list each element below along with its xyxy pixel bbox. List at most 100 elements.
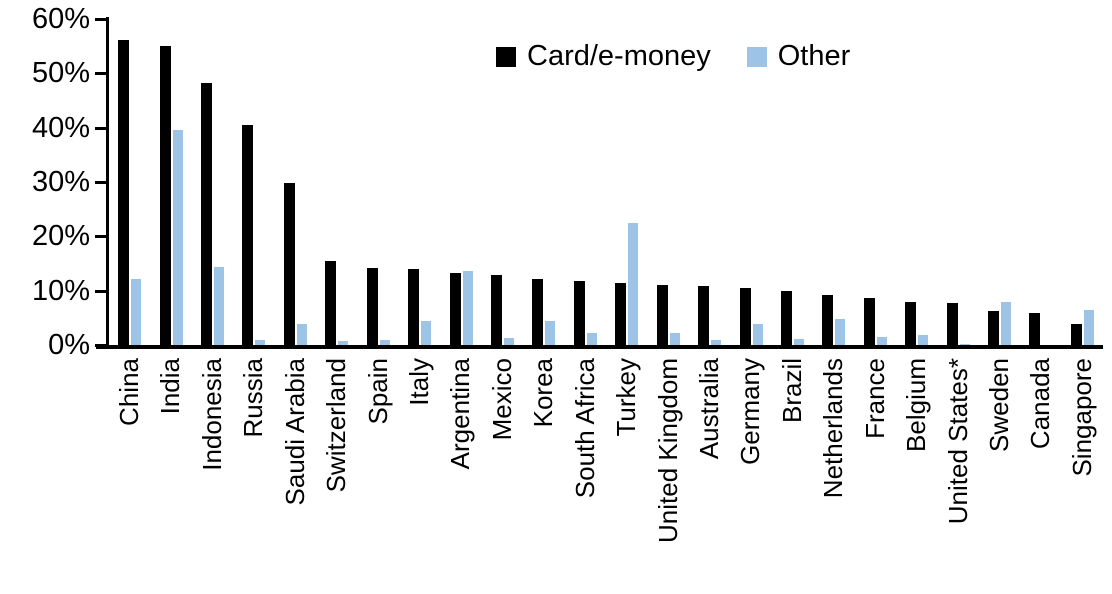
- y-tick-30: [95, 181, 106, 184]
- bar-other-south-africa: [586, 333, 597, 345]
- plot-area: [109, 19, 1103, 345]
- x-label-mexico: Mexico: [486, 358, 517, 441]
- y-tick-60: [95, 18, 106, 21]
- x-label-india: India: [155, 358, 186, 415]
- x-label-sweden: Sweden: [983, 358, 1014, 452]
- bar-group-argentina: [440, 19, 481, 345]
- x-label-slot-italy: Italy: [399, 358, 440, 406]
- bar-group-brazil: [772, 19, 813, 345]
- bar-group-south-africa: [565, 19, 606, 345]
- y-tick-50: [95, 72, 106, 76]
- bar-group-mexico: [482, 19, 523, 345]
- bar-card-e-money-saudi-arabia: [283, 183, 295, 345]
- x-label-slot-netherlands: Netherlands: [813, 358, 854, 498]
- bar-group-australia: [689, 19, 730, 345]
- bar-other-russia: [255, 340, 266, 345]
- x-label-spain: Spain: [362, 358, 393, 425]
- y-tick-40: [95, 126, 106, 130]
- bar-card-e-money-turkey: [615, 283, 627, 345]
- y-tick-10: [95, 289, 106, 293]
- x-label-slot-belgium: Belgium: [896, 358, 937, 452]
- x-label-singapore: Singapore: [1066, 358, 1097, 477]
- bar-card-e-money-south-africa: [573, 281, 585, 345]
- x-label-slot-argentina: Argentina: [440, 358, 481, 469]
- bar-group-switzerland: [316, 19, 357, 345]
- x-label-slot-germany: Germany: [730, 358, 771, 465]
- y-tick-label-40: 40%: [31, 111, 90, 144]
- bar-card-e-money-spain: [366, 268, 378, 345]
- x-label-brazil: Brazil: [776, 358, 807, 424]
- bar-group-germany: [730, 19, 771, 345]
- legend-item-other: Other: [746, 42, 850, 71]
- bar-group-indonesia: [192, 19, 233, 345]
- x-label-slot-indonesia: Indonesia: [192, 358, 233, 471]
- bar-other-brazil: [793, 339, 804, 345]
- bar-card-e-money-france: [863, 298, 875, 345]
- legend-swatch-card-e-money: [496, 46, 516, 67]
- bar-card-e-money-mexico: [491, 275, 502, 345]
- x-label-switzerland: Switzerland: [321, 358, 352, 493]
- x-label-slot-brazil: Brazil: [772, 358, 813, 423]
- x-label-slot-korea: Korea: [523, 358, 564, 427]
- x-label-slot-australia: Australia: [689, 358, 730, 459]
- x-label-france: France: [859, 358, 890, 439]
- bar-card-e-money-brazil: [780, 291, 792, 345]
- bar-other-sweden: [1001, 302, 1012, 345]
- bar-other-turkey: [628, 223, 639, 345]
- bar-group-italy: [399, 19, 440, 345]
- bar-other-korea: [545, 321, 556, 345]
- bar-other-saudi-arabia: [296, 324, 307, 345]
- bar-group-spain: [358, 19, 399, 345]
- bar-other-spain: [379, 340, 390, 345]
- y-tick-20: [95, 235, 106, 239]
- chart-legend: Card/e-money Other: [496, 42, 850, 71]
- bar-group-china: [109, 19, 150, 345]
- x-label-slot-south-africa: South Africa: [565, 358, 606, 498]
- bar-other-germany: [752, 324, 763, 345]
- bar-card-e-money-korea: [532, 279, 544, 345]
- x-label-slot-singapore: Singapore: [1062, 358, 1103, 477]
- bar-card-e-money-russia: [242, 125, 254, 345]
- bar-card-e-money-united-kingdom: [656, 285, 668, 345]
- bar-group-india: [150, 19, 191, 345]
- bar-other-china: [131, 279, 142, 345]
- y-axis-line: [106, 17, 109, 349]
- bar-card-e-money-singapore: [1070, 324, 1082, 345]
- bar-group-saudi-arabia: [275, 19, 316, 345]
- bar-other-singapore: [1083, 310, 1094, 345]
- bar-group-united-kingdom: [647, 19, 688, 345]
- x-label-netherlands: Netherlands: [818, 358, 849, 499]
- x-label-slot-india: India: [150, 358, 191, 414]
- x-label-united-states: United States*: [942, 358, 973, 525]
- bar-card-e-money-germany: [739, 288, 751, 345]
- x-label-italy: Italy: [404, 358, 435, 406]
- x-label-belgium: Belgium: [901, 358, 932, 452]
- x-label-united-kingdom: United Kingdom: [652, 358, 683, 543]
- bar-card-e-money-sweden: [988, 311, 1000, 345]
- bar-card-e-money-switzerland: [325, 261, 337, 345]
- legend-label-card-e-money: Card/e-money: [527, 40, 711, 72]
- y-tick-label-20: 20%: [31, 220, 90, 253]
- bar-group-sweden: [979, 19, 1020, 345]
- legend-item-card-e-money: Card/e-money: [496, 42, 711, 71]
- y-tick-label-0: 0%: [48, 329, 90, 361]
- x-label-slot-canada: Canada: [1020, 358, 1061, 449]
- bar-group-singapore: [1062, 19, 1103, 345]
- x-axis-line: [96, 345, 1103, 349]
- x-label-slot-switzerland: Switzerland: [316, 358, 357, 492]
- bar-card-e-money-india: [159, 46, 171, 345]
- bar-card-e-money-china: [118, 40, 130, 345]
- x-label-slot-united-kingdom: United Kingdom: [647, 358, 688, 543]
- x-label-slot-saudi-arabia: Saudi Arabia: [275, 358, 316, 505]
- x-label-slot-united-states: United States*: [937, 358, 978, 524]
- x-label-slot-russia: Russia: [233, 358, 274, 437]
- bar-other-italy: [421, 321, 432, 345]
- bar-card-e-money-argentina: [449, 273, 461, 345]
- y-tick-label-30: 30%: [31, 166, 90, 198]
- x-label-saudi-arabia: Saudi Arabia: [279, 358, 310, 506]
- bar-group-belgium: [896, 19, 937, 345]
- bar-other-australia: [711, 340, 722, 345]
- bar-group-korea: [523, 19, 564, 345]
- bar-other-argentina: [462, 271, 473, 345]
- x-label-china: China: [114, 358, 145, 426]
